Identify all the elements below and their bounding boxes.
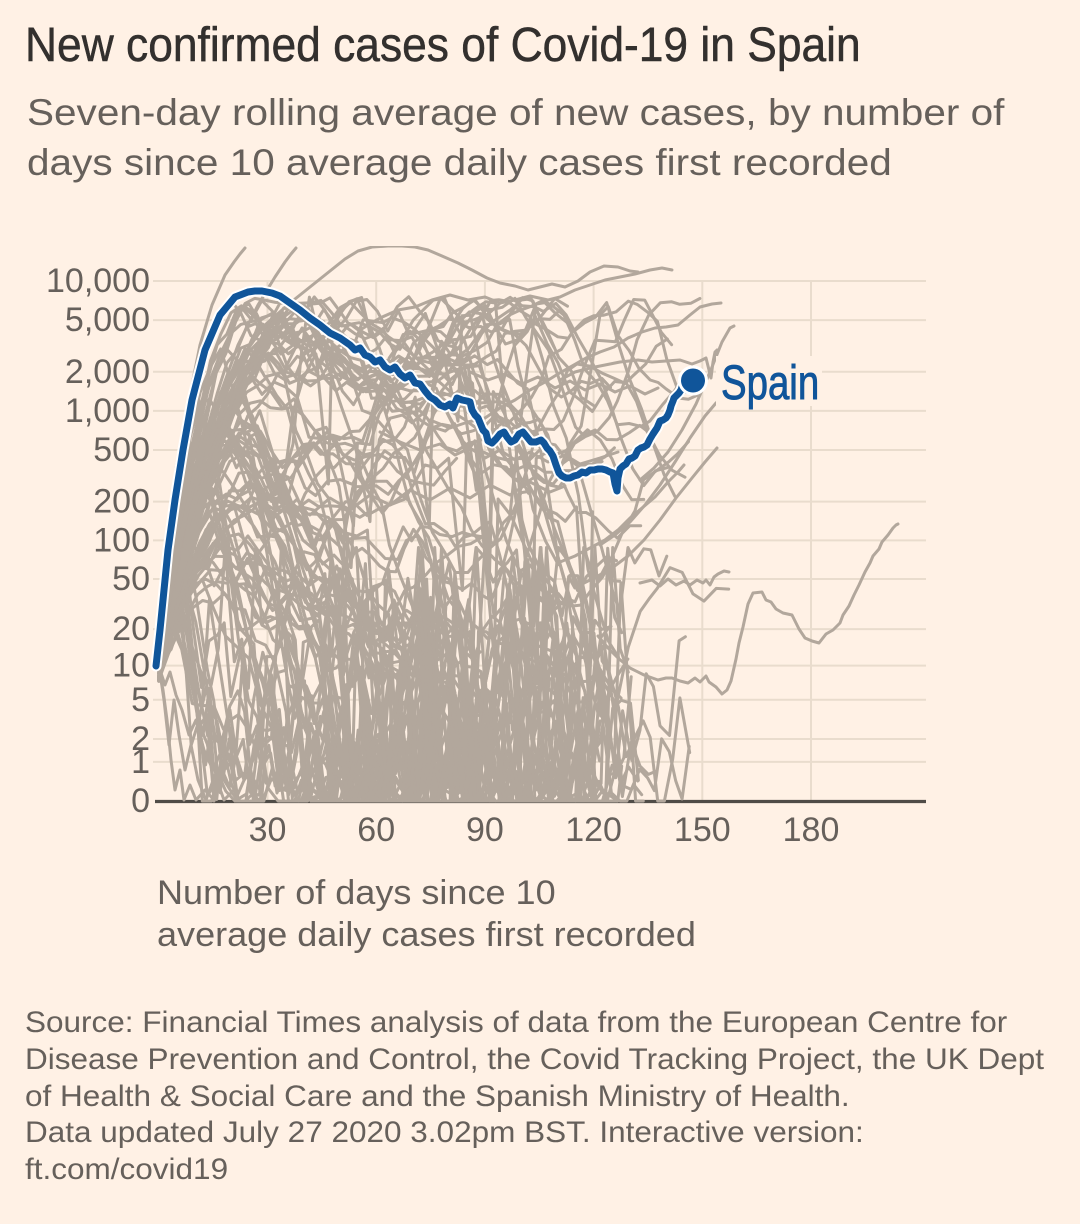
svg-text:0: 0 [131,782,150,820]
svg-text:Spain: Spain [721,357,819,410]
svg-text:150: 150 [674,811,731,849]
svg-text:1,000: 1,000 [65,392,150,430]
svg-text:500: 500 [93,431,150,469]
svg-text:180: 180 [783,811,840,849]
svg-text:200: 200 [93,483,150,521]
svg-text:90: 90 [466,811,504,849]
svg-text:50: 50 [112,560,150,598]
svg-text:10: 10 [112,647,150,685]
svg-text:20: 20 [112,610,150,648]
svg-text:1: 1 [131,743,150,781]
svg-text:60: 60 [357,811,395,849]
svg-text:2: 2 [131,720,150,758]
svg-text:10,000: 10,000 [46,262,150,300]
svg-text:2,000: 2,000 [65,353,150,391]
svg-text:5,000: 5,000 [65,301,150,339]
svg-text:100: 100 [93,521,150,559]
svg-text:30: 30 [249,811,287,849]
svg-text:5: 5 [131,681,150,719]
svg-text:120: 120 [565,811,622,849]
